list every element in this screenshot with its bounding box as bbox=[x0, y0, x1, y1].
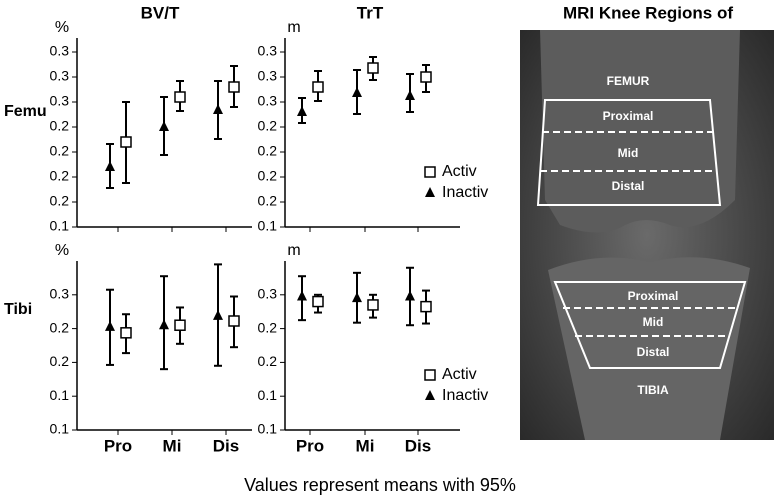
legend-label: Inactiv bbox=[442, 184, 488, 201]
y-tick-label: 0.2 bbox=[258, 168, 278, 184]
marker bbox=[121, 137, 131, 147]
marker bbox=[368, 63, 378, 73]
marker bbox=[121, 328, 131, 338]
marker bbox=[425, 370, 435, 380]
y-tick-label: 0.2 bbox=[258, 118, 278, 134]
marker bbox=[213, 310, 223, 320]
y-tick-label: 0.3 bbox=[258, 286, 278, 302]
y-unit: % bbox=[55, 19, 69, 36]
region-label: Distal bbox=[612, 179, 645, 193]
marker bbox=[421, 302, 431, 312]
marker bbox=[405, 90, 415, 100]
marker bbox=[313, 82, 323, 92]
panel-title: BV/T bbox=[141, 3, 180, 22]
y-tick-label: 0.3 bbox=[258, 43, 278, 59]
y-tick-label: 0.2 bbox=[258, 353, 278, 369]
marker bbox=[421, 72, 431, 82]
marker bbox=[425, 167, 435, 177]
marker bbox=[159, 121, 169, 131]
region-label: Proximal bbox=[628, 289, 679, 303]
marker bbox=[159, 319, 169, 329]
y-tick-label: 0.1 bbox=[50, 387, 70, 403]
y-tick-label: 0.3 bbox=[258, 68, 278, 84]
x-tick-label: Mi bbox=[356, 436, 375, 455]
y-tick-label: 0.1 bbox=[258, 218, 278, 234]
panel-title: TrT bbox=[357, 3, 384, 22]
marker bbox=[105, 321, 115, 331]
legend-label: Inactiv bbox=[442, 387, 488, 404]
y-tick-label: 0.2 bbox=[258, 319, 278, 335]
y-tick-label: 0.2 bbox=[50, 319, 70, 335]
legend-label: Activ bbox=[442, 366, 477, 383]
y-tick-label: 0.1 bbox=[258, 387, 278, 403]
x-tick-label: Dis bbox=[213, 436, 239, 455]
row-label: Tibi bbox=[4, 301, 32, 318]
region-label: FEMUR bbox=[607, 74, 650, 88]
region-label: Mid bbox=[643, 315, 664, 329]
y-tick-label: 0.3 bbox=[50, 93, 70, 109]
marker bbox=[368, 300, 378, 310]
marker bbox=[425, 390, 435, 400]
x-tick-label: Pro bbox=[296, 436, 324, 455]
region-label: Distal bbox=[637, 345, 670, 359]
marker bbox=[175, 92, 185, 102]
y-unit: m bbox=[287, 19, 300, 36]
y-tick-label: 0.2 bbox=[50, 168, 70, 184]
marker bbox=[297, 290, 307, 300]
region-label: Proximal bbox=[603, 109, 654, 123]
marker bbox=[405, 290, 415, 300]
y-tick-label: 0.1 bbox=[50, 421, 70, 437]
y-tick-label: 0.2 bbox=[50, 353, 70, 369]
marker bbox=[352, 292, 362, 302]
y-tick-label: 0.1 bbox=[258, 421, 278, 437]
y-tick-label: 0.2 bbox=[258, 193, 278, 209]
marker bbox=[175, 320, 185, 330]
y-tick-label: 0.2 bbox=[50, 193, 70, 209]
y-tick-label: 0.2 bbox=[50, 118, 70, 134]
mri-title: MRI Knee Regions of bbox=[563, 3, 733, 22]
figure: FEMUR Proximal Mid Distal Proximal Mid D… bbox=[0, 0, 774, 497]
y-tick-label: 0.3 bbox=[258, 93, 278, 109]
x-tick-label: Dis bbox=[405, 436, 431, 455]
y-tick-label: 0.3 bbox=[50, 43, 70, 59]
region-label: Mid bbox=[618, 146, 639, 160]
marker bbox=[229, 316, 239, 326]
y-tick-label: 0.2 bbox=[50, 143, 70, 159]
marker bbox=[425, 187, 435, 197]
x-tick-label: Pro bbox=[104, 436, 132, 455]
marker bbox=[105, 161, 115, 171]
y-tick-label: 0.1 bbox=[50, 218, 70, 234]
y-tick-label: 0.3 bbox=[50, 286, 70, 302]
y-tick-label: 0.2 bbox=[258, 143, 278, 159]
y-tick-label: 0.3 bbox=[50, 68, 70, 84]
marker bbox=[297, 106, 307, 116]
marker bbox=[313, 297, 323, 307]
x-tick-label: Mi bbox=[163, 436, 182, 455]
mri-image: FEMUR Proximal Mid Distal Proximal Mid D… bbox=[520, 30, 774, 440]
marker bbox=[352, 87, 362, 97]
y-unit: % bbox=[55, 242, 69, 259]
legend-label: Activ bbox=[442, 163, 477, 180]
region-label: TIBIA bbox=[637, 383, 669, 397]
marker bbox=[213, 104, 223, 114]
row-label: Femu bbox=[4, 103, 47, 120]
marker bbox=[229, 82, 239, 92]
caption: Values represent means with 95% bbox=[244, 475, 516, 495]
y-unit: m bbox=[287, 242, 300, 259]
